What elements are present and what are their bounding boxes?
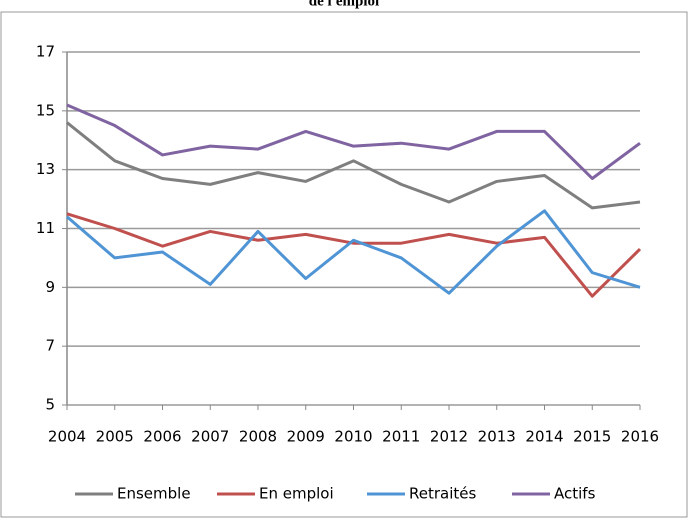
series-line [66, 212, 642, 298]
x-tick-label: 2010 [334, 428, 372, 446]
x-tick-label: 2006 [143, 428, 181, 446]
x-tick-label: 2012 [430, 428, 468, 446]
x-tick-label: 2008 [239, 428, 277, 446]
legend-label: En emploi [259, 485, 334, 503]
legend-label: Actifs [554, 485, 596, 503]
y-tick-label: 7 [45, 337, 55, 355]
x-tick-label: 2007 [191, 428, 229, 446]
y-tick-label: 9 [45, 278, 55, 296]
x-tick-label: 2016 [621, 428, 659, 446]
series-line [66, 103, 641, 180]
legend-label: Ensemble [117, 485, 191, 503]
y-tick-label: 5 [45, 396, 55, 414]
y-tick-label: 17 [36, 43, 55, 61]
x-tick-label: 2014 [525, 428, 563, 446]
x-tick-label: 2015 [573, 428, 611, 446]
chart-frame [0, 11, 688, 518]
chart-title: de l'emploi [309, 0, 379, 9]
y-tick-label: 13 [36, 160, 55, 178]
x-tick-label: 2004 [48, 428, 86, 446]
x-tick-label: 2005 [96, 428, 134, 446]
x-tick-label: 2009 [287, 428, 325, 446]
series-line [66, 121, 641, 210]
x-tick-label: 2011 [382, 428, 420, 446]
y-tick-label: 15 [36, 101, 55, 119]
y-tick-label: 11 [36, 219, 55, 237]
x-tick-label: 2013 [478, 428, 516, 446]
legend-label: Retraités [409, 485, 476, 503]
series-line [66, 209, 641, 295]
